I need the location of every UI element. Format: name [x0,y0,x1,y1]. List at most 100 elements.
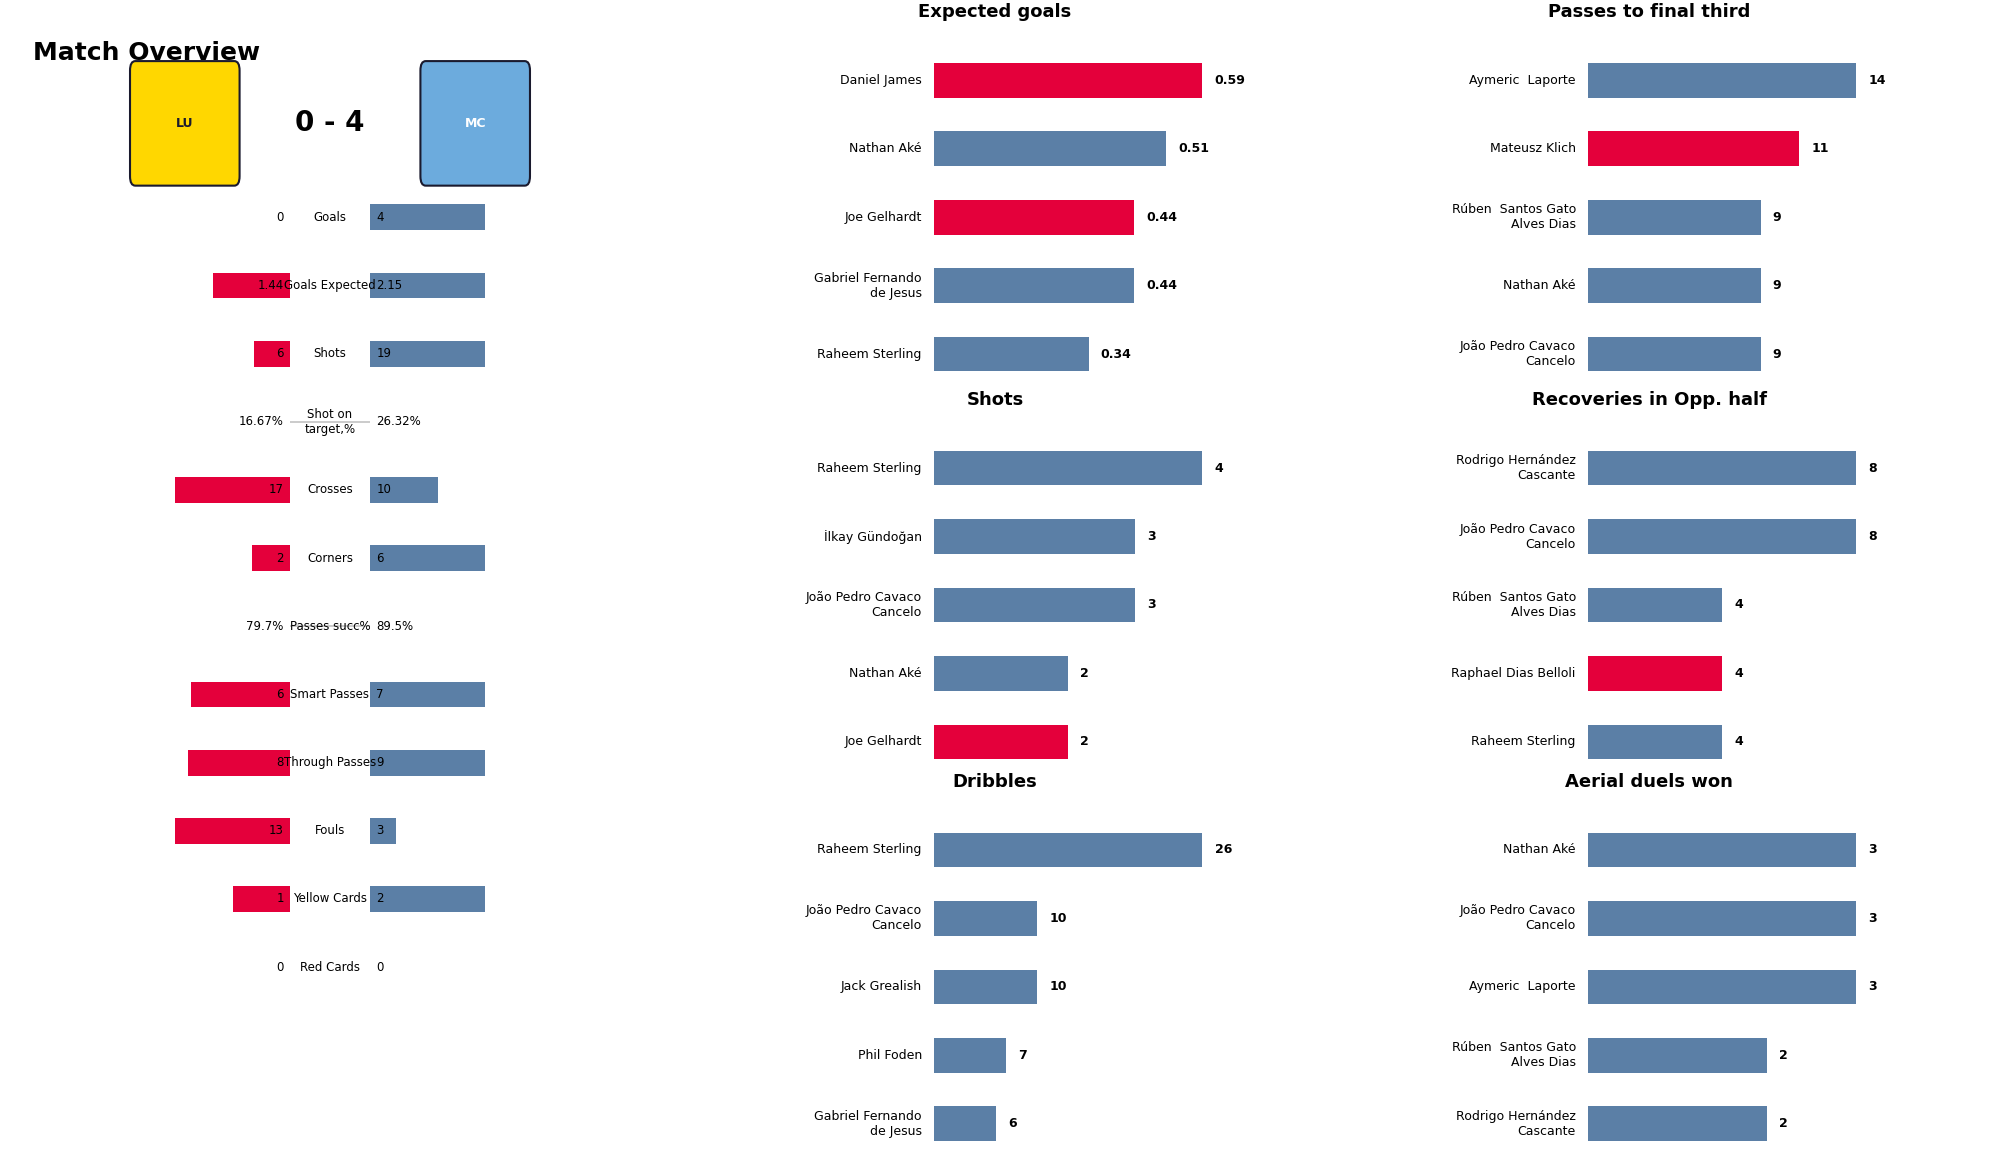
Text: João Pedro Cavaco
Cancelo: João Pedro Cavaco Cancelo [1460,340,1576,368]
FancyBboxPatch shape [370,545,486,571]
Text: 11: 11 [1812,142,1828,155]
Text: 2.15: 2.15 [376,278,402,293]
Text: 10: 10 [376,483,392,497]
FancyBboxPatch shape [1588,725,1722,759]
FancyBboxPatch shape [934,337,1088,371]
FancyBboxPatch shape [1588,969,1856,1005]
Text: Red Cards: Red Cards [300,960,360,974]
Text: 89.5%: 89.5% [376,619,414,633]
FancyBboxPatch shape [934,656,1068,691]
FancyBboxPatch shape [188,750,290,776]
Text: 1: 1 [276,892,284,906]
FancyBboxPatch shape [290,421,370,423]
FancyBboxPatch shape [252,545,290,571]
FancyBboxPatch shape [370,886,486,912]
FancyBboxPatch shape [1588,519,1856,553]
Text: Jack Grealish: Jack Grealish [840,980,922,993]
FancyBboxPatch shape [1588,833,1856,867]
Text: 0: 0 [276,210,284,224]
Text: 19: 19 [376,347,392,361]
Text: 2: 2 [1080,667,1090,680]
FancyBboxPatch shape [934,268,1134,303]
Text: 0.34: 0.34 [1100,348,1132,361]
Text: Recoveries in Opp. half: Recoveries in Opp. half [1532,391,1766,409]
FancyBboxPatch shape [934,132,1166,166]
Text: 9: 9 [1772,348,1782,361]
Text: Raheem Sterling: Raheem Sterling [818,844,922,857]
Text: 17: 17 [268,483,284,497]
Text: 2: 2 [276,551,284,565]
Text: João Pedro Cavaco
Cancelo: João Pedro Cavaco Cancelo [806,591,922,619]
FancyBboxPatch shape [174,818,290,844]
Text: Rodrigo Hernández
Cascante: Rodrigo Hernández Cascante [1456,454,1576,482]
Text: 1.44: 1.44 [258,278,284,293]
FancyBboxPatch shape [1588,588,1722,623]
Text: 4: 4 [376,210,384,224]
Text: Passes to final third: Passes to final third [1548,4,1750,21]
FancyBboxPatch shape [420,61,530,186]
FancyBboxPatch shape [192,682,290,707]
Text: Through Passes: Through Passes [284,756,376,770]
FancyBboxPatch shape [934,833,1202,867]
Text: 3: 3 [1868,980,1878,993]
Text: Goals: Goals [314,210,346,224]
Text: Corners: Corners [308,551,352,565]
Text: Joe Gelhardt: Joe Gelhardt [844,736,922,748]
FancyBboxPatch shape [130,61,240,186]
Text: Match Overview: Match Overview [32,41,260,65]
Text: 14: 14 [1868,74,1886,87]
Text: 8: 8 [276,756,284,770]
FancyBboxPatch shape [934,588,1136,623]
Text: Nathan Aké: Nathan Aké [1504,280,1576,293]
Text: 6: 6 [376,551,384,565]
Text: 3: 3 [1148,598,1156,611]
Text: 10: 10 [1050,912,1066,925]
FancyBboxPatch shape [370,818,396,844]
Text: Nathan Aké: Nathan Aké [1504,844,1576,857]
Text: 3: 3 [1868,912,1878,925]
Text: 2: 2 [1780,1049,1788,1062]
FancyBboxPatch shape [934,1038,1006,1073]
Text: Daniel James: Daniel James [840,74,922,87]
Text: Goals Expected: Goals Expected [284,278,376,293]
Text: Shot on
target,%: Shot on target,% [304,408,356,436]
Text: 2: 2 [376,892,384,906]
Text: 7: 7 [1018,1049,1028,1062]
Text: Smart Passes: Smart Passes [290,687,370,701]
Text: 0.44: 0.44 [1146,210,1178,223]
Text: Raheem Sterling: Raheem Sterling [1472,736,1576,748]
Text: 9: 9 [1772,210,1782,223]
FancyBboxPatch shape [1588,268,1760,303]
Text: Dribbles: Dribbles [952,773,1038,791]
Text: Yellow Cards: Yellow Cards [292,892,368,906]
FancyBboxPatch shape [1588,1107,1766,1141]
FancyBboxPatch shape [1588,656,1722,691]
Text: Expected goals: Expected goals [918,4,1072,21]
FancyBboxPatch shape [934,519,1136,553]
Text: Aymeric  Laporte: Aymeric Laporte [1470,980,1576,993]
Text: Crosses: Crosses [308,483,352,497]
FancyBboxPatch shape [934,901,1038,935]
FancyBboxPatch shape [1588,63,1856,98]
Text: 7: 7 [376,687,384,701]
FancyBboxPatch shape [370,204,486,230]
Text: Rúben  Santos Gato
Alves Dias: Rúben Santos Gato Alves Dias [1452,591,1576,619]
Text: Raphael Dias Belloli: Raphael Dias Belloli [1452,667,1576,680]
Text: 0.44: 0.44 [1146,280,1178,293]
Text: Mateusz Klich: Mateusz Klich [1490,142,1576,155]
Text: Passes succ%: Passes succ% [290,619,370,633]
Text: 2: 2 [1780,1117,1788,1130]
Text: Gabriel Fernando
de Jesus: Gabriel Fernando de Jesus [814,1109,922,1137]
Text: 0: 0 [376,960,384,974]
Text: 0.59: 0.59 [1214,74,1246,87]
FancyBboxPatch shape [254,341,290,367]
Text: Fouls: Fouls [314,824,346,838]
Text: 6: 6 [276,347,284,361]
Text: 4: 4 [1734,598,1744,611]
Text: 3: 3 [376,824,384,838]
Text: João Pedro Cavaco
Cancelo: João Pedro Cavaco Cancelo [1460,905,1576,933]
FancyBboxPatch shape [1588,200,1760,235]
Text: 0: 0 [276,960,284,974]
FancyBboxPatch shape [370,273,486,298]
Text: 0.51: 0.51 [1178,142,1210,155]
